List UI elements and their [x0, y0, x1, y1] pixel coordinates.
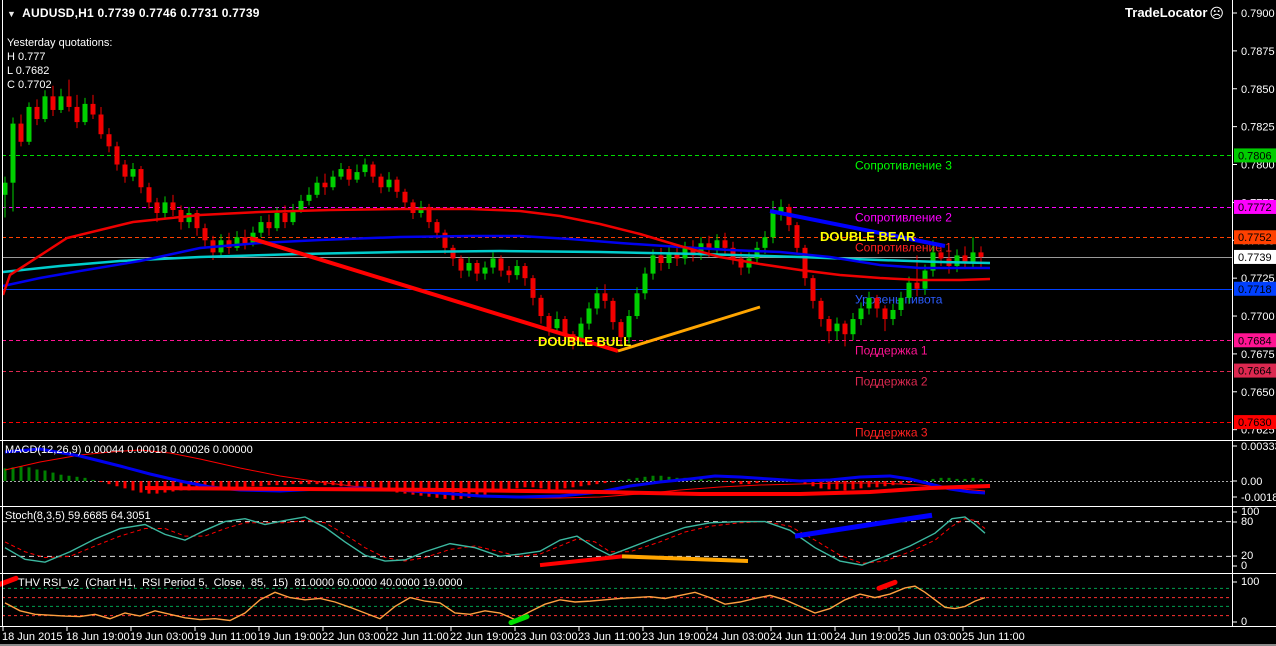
watermark: TradeLocator ☹: [1125, 5, 1224, 22]
yesterday-close: C 0.7702: [7, 79, 52, 91]
svg-text:19 Jun 11:00: 19 Jun 11:00: [194, 631, 257, 643]
time-axis: 18 Jun 2015 18 Jun 19:00 19 Jun 03:00 19 Ju…: [2, 627, 1025, 643]
svg-text:22 Jun 03:00: 22 Jun 03:00: [322, 631, 386, 643]
svg-text:0.7752: 0.7752: [1238, 232, 1272, 244]
svg-text:-0.00188: -0.00188: [1241, 492, 1276, 504]
yesterday-quotations: Yesterday quotations: H 0.777 L 0.7682 C…: [7, 36, 112, 92]
yesterday-low: L 0.7682: [7, 65, 50, 77]
svg-text:0.7875: 0.7875: [1241, 46, 1275, 58]
svg-text:24 Jun 19:00: 24 Jun 19:00: [834, 631, 898, 643]
svg-text:0.7700: 0.7700: [1241, 311, 1275, 323]
svg-text:0.00333: 0.00333: [1241, 441, 1276, 453]
ma-teal: [2, 249, 991, 274]
svg-text:Поддержка 2: Поддержка 2: [855, 375, 928, 389]
svg-text:0.7630: 0.7630: [1238, 417, 1272, 429]
svg-text:0.7718: 0.7718: [1238, 284, 1272, 296]
svg-text:0.7900: 0.7900: [1241, 8, 1275, 20]
svg-text:0.7772: 0.7772: [1238, 202, 1272, 214]
svg-text:0.7650: 0.7650: [1241, 387, 1275, 399]
svg-text:0.7684: 0.7684: [1238, 335, 1272, 347]
trendlines-layer: DOUBLE BEAR DOUBLE BULL: [249, 209, 946, 353]
svg-text:0.7850: 0.7850: [1241, 84, 1275, 96]
svg-text:24 Jun 03:00: 24 Jun 03:00: [706, 631, 770, 643]
svg-text:0.7800: 0.7800: [1241, 160, 1275, 172]
svg-text:22 Jun 11:00: 22 Jun 11:00: [386, 631, 449, 643]
svg-text:0.7806: 0.7806: [1238, 150, 1272, 162]
svg-text:DOUBLE BULL: DOUBLE BULL: [538, 334, 631, 349]
yesterday-title: Yesterday quotations:: [7, 37, 113, 49]
svg-text:0: 0: [1241, 616, 1247, 628]
svg-text:Поддержка 1: Поддержка 1: [855, 344, 928, 358]
svg-text:20: 20: [1241, 550, 1253, 562]
watermark-label: TradeLocator: [1125, 5, 1208, 20]
svg-text:25 Jun 03:00: 25 Jun 03:00: [898, 631, 962, 643]
price-badges: 0.7806 0.7772 0.7752 0.7739 0.7718 0.7684 0.76…: [1234, 148, 1276, 430]
macd-pane: 0.00333 0.00 -0.00188: [2, 441, 1276, 504]
svg-text:24 Jun 11:00: 24 Jun 11:00: [770, 631, 833, 643]
svg-text:23 Jun 11:00: 23 Jun 11:00: [578, 631, 641, 643]
svg-text:0.7664: 0.7664: [1238, 366, 1272, 378]
svg-text:100: 100: [1241, 576, 1259, 588]
candles-layer: [2, 79, 984, 350]
svg-text:Сопротивление 2: Сопротивление 2: [855, 211, 952, 225]
chart-title-bar: ▼ AUDUSD,H1 0.7739 0.7746 0.7731 0.7739: [7, 6, 260, 20]
svg-text:19 Jun 19:00: 19 Jun 19:00: [258, 631, 322, 643]
svg-text:80: 80: [1241, 516, 1253, 528]
sad-face-icon: ☹: [1209, 5, 1224, 21]
svg-text:18 Jun 19:00: 18 Jun 19:00: [66, 631, 130, 643]
thv-rsi-pane: 100 0: [0, 575, 1259, 628]
svg-text:25 Jun 11:00: 25 Jun 11:00: [962, 631, 1025, 643]
yesterday-high: H 0.777: [7, 51, 46, 63]
thv-rsi-label: THV RSI_v2 (Chart H1, RSI Period 5, Clos…: [18, 577, 463, 589]
svg-text:23 Jun 03:00: 23 Jun 03:00: [514, 631, 578, 643]
pane-frames: [0, 0, 1276, 627]
svg-text:22 Jun 19:00: 22 Jun 19:00: [450, 631, 514, 643]
svg-text:19 Jun 03:00: 19 Jun 03:00: [130, 631, 194, 643]
svg-text:0.7739: 0.7739: [1238, 252, 1272, 264]
svg-text:DOUBLE BEAR: DOUBLE BEAR: [820, 229, 916, 244]
svg-text:Поддержка 3: Поддержка 3: [855, 426, 928, 440]
svg-text:18 Jun 2015: 18 Jun 2015: [2, 631, 63, 643]
svg-text:0.7825: 0.7825: [1241, 122, 1275, 134]
ma-red: [1, 207, 991, 296]
svg-text:0.00: 0.00: [1241, 476, 1262, 488]
ma-blue: [2, 234, 990, 288]
symbol-ohlc-title: AUDUSD,H1 0.7739 0.7746 0.7731 0.7739: [22, 6, 260, 20]
svg-text:0: 0: [1241, 560, 1247, 572]
expander-icon[interactable]: ▼: [7, 9, 17, 19]
macd-label: MACD(12,26,9) 0.00044 0.00018 0.00026 0.…: [5, 444, 253, 456]
stoch-label: Stoch(8,3,5) 59.6685 64.3051: [5, 510, 151, 522]
svg-text:100: 100: [1241, 506, 1259, 518]
svg-text:Сопротивление 3: Сопротивление 3: [855, 159, 952, 173]
svg-text:0.7675: 0.7675: [1241, 349, 1275, 361]
svg-text:23 Jun 19:00: 23 Jun 19:00: [642, 631, 706, 643]
